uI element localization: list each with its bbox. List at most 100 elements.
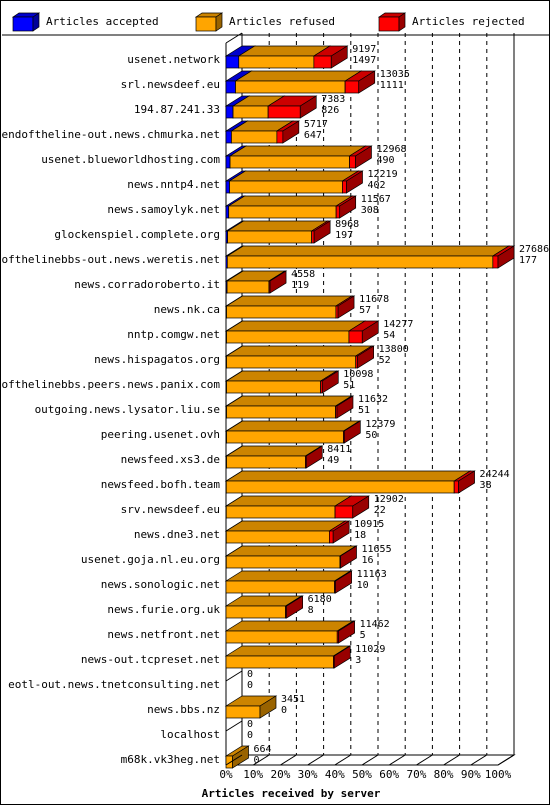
accepted-label: 0 <box>247 730 253 741</box>
accepted-label: 54 <box>383 330 395 341</box>
accepted-label: 0 <box>281 705 287 716</box>
total-label: 13800 <box>379 344 409 355</box>
category-label: srl.newsdeef.eu <box>121 78 220 91</box>
legend-item-articles-refused: Articles refused <box>196 13 335 31</box>
x-tick-mark <box>280 755 296 765</box>
category-label: news.corradoroberto.it <box>74 278 220 291</box>
accepted-label: 119 <box>291 280 309 291</box>
bar-refused <box>230 171 359 193</box>
total-label: 11567 <box>361 194 391 205</box>
bar-refused <box>226 696 276 718</box>
category-label: news.nntp4.net <box>127 178 220 191</box>
total-label: 12379 <box>365 419 395 430</box>
category-label: usenet.network <box>127 53 220 66</box>
legend-item-articles-rejected: Articles rejected <box>379 13 525 31</box>
total-label: 5717 <box>304 119 328 130</box>
x-tick-mark <box>498 755 514 765</box>
accepted-label: 5 <box>360 630 366 641</box>
x-tick-label: 30% <box>298 768 318 781</box>
total-label: 8968 <box>335 219 359 230</box>
total-label: 664 <box>254 744 272 755</box>
category-label: srv.newsdeef.eu <box>121 503 220 516</box>
accepted-label: 402 <box>367 180 385 191</box>
accepted-label: 57 <box>359 305 371 316</box>
accepted-label: 308 <box>361 205 379 216</box>
category-label: endofthelinebbs-out.news.weretis.net <box>1 253 220 266</box>
total-label: 8411 <box>327 444 351 455</box>
x-tick-label: 40% <box>325 768 345 781</box>
accepted-label: 647 <box>304 130 322 141</box>
category-label: news.sonologic.net <box>101 578 220 591</box>
accepted-label: 1497 <box>352 55 376 66</box>
x-tick-mark <box>308 755 324 765</box>
bar-refused <box>226 571 351 593</box>
total-label: 11462 <box>360 619 390 630</box>
x-tick-label: 20% <box>270 768 290 781</box>
x-tick-mark <box>444 755 460 765</box>
bar-refused <box>227 371 337 393</box>
x-tick-label: 60% <box>379 768 399 781</box>
total-label: 24244 <box>480 469 510 480</box>
x-axis-title: Articles received by server <box>202 787 381 800</box>
x-tick-mark <box>389 755 405 765</box>
bar-refused <box>227 321 365 343</box>
bar-row-endofthelinebbs-peers-news-panix-com: endofthelinebbs.peers.news.panix.com1009… <box>1 369 373 393</box>
bar-refused <box>227 246 508 268</box>
x-tick-label: 90% <box>461 768 481 781</box>
x-tick-label: 50% <box>352 768 372 781</box>
x-tick-label: 0% <box>219 768 233 781</box>
accepted-label: 18 <box>354 530 366 541</box>
bar-refused <box>227 421 360 443</box>
category-label: news.dne3.net <box>134 528 220 541</box>
total-label: 10915 <box>354 519 384 530</box>
accepted-label: 50 <box>365 430 377 441</box>
total-label: 4558 <box>291 269 315 280</box>
category-label: nntp.comgw.net <box>127 328 220 341</box>
x-tick-mark <box>416 755 432 765</box>
total-label: 0 <box>247 669 253 680</box>
category-label: news.furie.org.uk <box>107 603 220 616</box>
bar-row-endofthelinebbs-out-news-weretis-net: endofthelinebbs-out.news.weretis.net 2768… <box>1 244 549 268</box>
total-label: 27686 <box>519 244 549 255</box>
accepted-label: 51 <box>343 380 355 391</box>
x-tick-mark <box>335 755 351 765</box>
category-label: newsfeed.xs3.de <box>121 453 220 466</box>
x-tick-label: 70% <box>406 768 426 781</box>
total-label: 11163 <box>357 569 387 580</box>
accepted-label: 0 <box>247 680 253 691</box>
bar-refused <box>226 621 353 643</box>
bar-refused <box>227 396 352 418</box>
accepted-label: 51 <box>358 405 370 416</box>
accepted-label: 177 <box>519 255 537 266</box>
category-label: news.nk.ca <box>154 303 220 316</box>
legend-label: Articles refused <box>229 15 335 28</box>
accepted-label: 38 <box>480 480 492 491</box>
bar-refused <box>227 346 372 368</box>
bar-refused <box>226 521 345 543</box>
total-label: 11655 <box>362 544 392 555</box>
total-label: 6180 <box>308 594 332 605</box>
total-label: 13035 <box>380 69 410 80</box>
x-tick-label: 100% <box>485 768 512 781</box>
category-label: glockenspiel.complete.org <box>54 228 220 241</box>
accepted-label: 3 <box>355 655 361 666</box>
accepted-label: 52 <box>379 355 391 366</box>
x-tick-label: 10% <box>243 768 263 781</box>
total-label: 10098 <box>343 369 373 380</box>
